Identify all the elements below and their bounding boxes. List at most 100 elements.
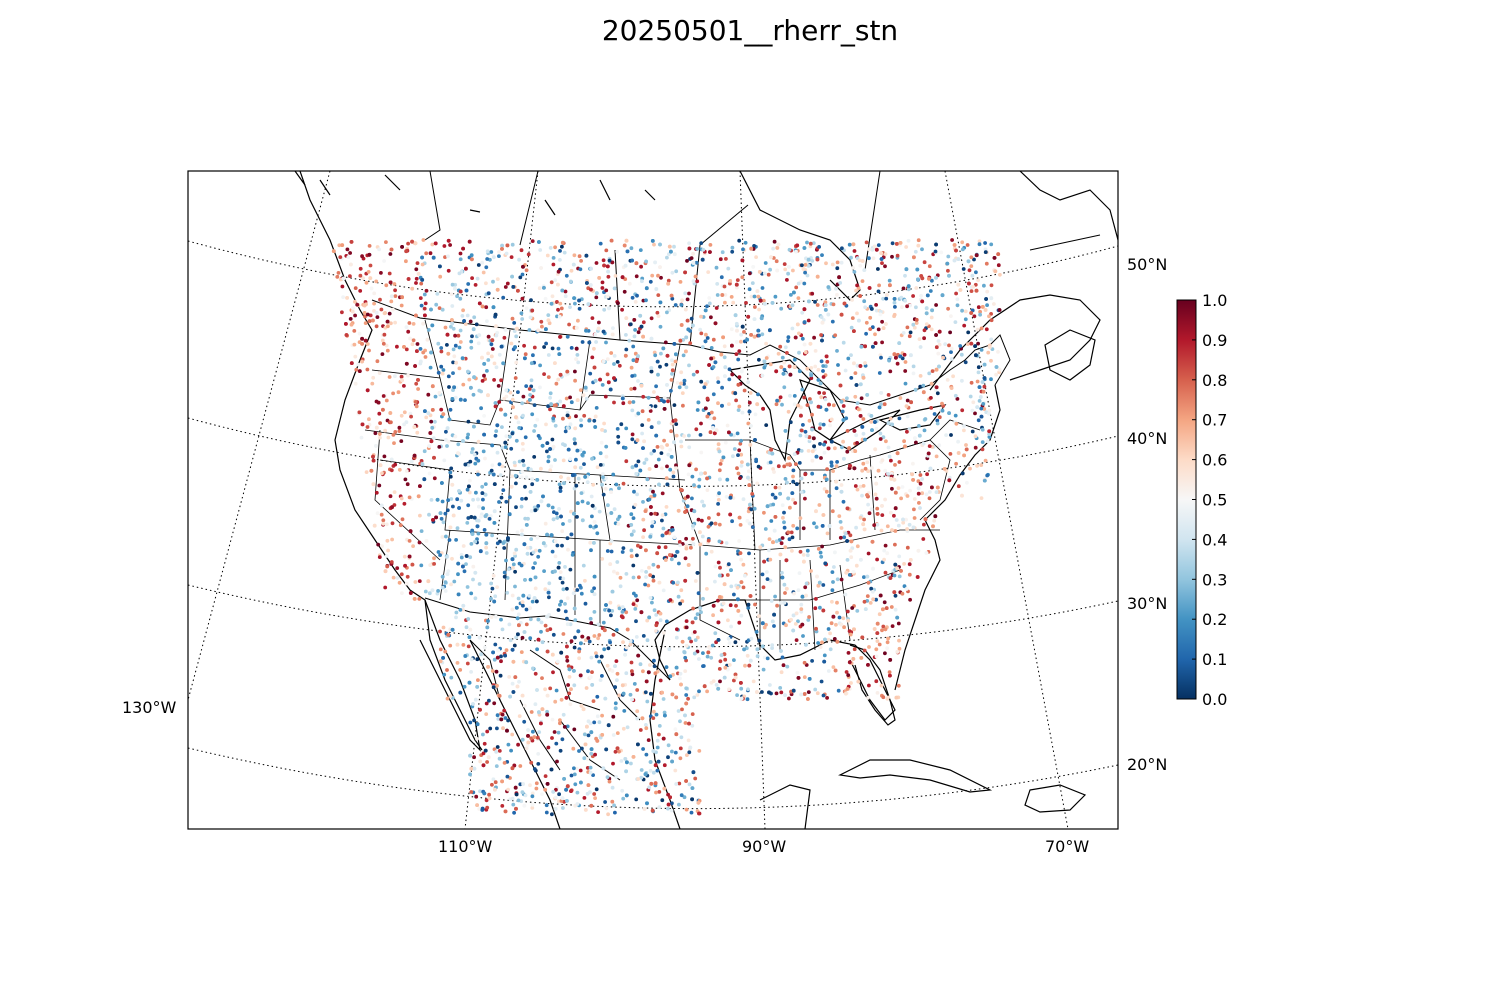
station-point [726, 266, 731, 271]
station-point [605, 549, 610, 553]
station-point [508, 390, 513, 395]
station-point [572, 683, 577, 688]
station-point [809, 400, 813, 405]
station-point [751, 265, 756, 269]
station-point [730, 519, 734, 524]
station-point [863, 607, 868, 611]
station-point [774, 259, 779, 264]
station-point [503, 440, 508, 445]
station-point [932, 412, 937, 416]
station-point [871, 256, 876, 261]
station-point [949, 386, 954, 390]
station-point [620, 683, 625, 688]
station-point [624, 333, 628, 337]
station-point [863, 361, 867, 365]
station-point [634, 359, 639, 364]
station-point [799, 428, 804, 433]
station-point [644, 723, 648, 727]
station-point [893, 593, 898, 598]
station-point [596, 636, 600, 641]
station-point [731, 454, 735, 459]
station-point [553, 699, 558, 704]
station-point [892, 573, 897, 578]
station-point [379, 271, 383, 275]
station-point [822, 653, 827, 658]
station-point [855, 441, 859, 445]
station-point [791, 268, 795, 273]
station-point [621, 640, 625, 644]
station-point [961, 267, 966, 271]
station-point [486, 334, 491, 339]
station-point [814, 525, 819, 529]
station-point [508, 495, 512, 500]
station-point [858, 484, 863, 489]
station-point [542, 285, 546, 290]
station-point [824, 477, 829, 482]
station-point [705, 304, 709, 309]
station-point [415, 342, 420, 346]
station-point [718, 679, 722, 684]
station-point [841, 439, 845, 444]
station-point [670, 528, 675, 532]
station-point [950, 238, 954, 242]
station-point [519, 504, 524, 509]
station-point [565, 410, 570, 415]
graticule [188, 171, 1118, 829]
station-point [577, 306, 582, 311]
station-point [811, 436, 816, 441]
station-point [457, 271, 462, 276]
station-point [785, 351, 789, 355]
station-point [973, 411, 977, 416]
station-point [527, 387, 532, 391]
station-point [574, 325, 579, 330]
station-point [418, 484, 422, 488]
station-point [830, 319, 835, 324]
station-point [812, 444, 816, 449]
station-point [791, 688, 796, 693]
station-point [600, 713, 604, 718]
station-point [881, 326, 886, 330]
station-point [522, 343, 526, 348]
station-point [760, 690, 764, 694]
station-point [960, 240, 965, 245]
station-point [514, 481, 518, 486]
station-point [543, 774, 548, 778]
station-point [823, 303, 828, 307]
station-point [678, 719, 682, 724]
station-point [786, 530, 791, 535]
station-point [589, 494, 594, 499]
station-point [979, 463, 984, 467]
station-point [674, 665, 679, 670]
station-point [858, 294, 862, 298]
station-point [621, 546, 626, 550]
station-point [517, 257, 521, 262]
station-point [456, 592, 461, 597]
station-point [400, 295, 404, 300]
station-point [741, 497, 746, 502]
station-point [737, 349, 742, 353]
station-point [730, 343, 734, 348]
station-point [470, 334, 474, 339]
station-point [606, 380, 611, 385]
station-point [866, 502, 870, 507]
station-point [725, 423, 730, 428]
station-point [660, 491, 665, 496]
station-point [495, 541, 500, 546]
station-point [514, 360, 519, 365]
station-point [638, 728, 643, 732]
station-point [779, 601, 783, 605]
station-point [594, 787, 599, 792]
station-point [829, 460, 834, 465]
station-point [746, 475, 750, 480]
station-point [590, 670, 594, 674]
station-point [856, 679, 861, 684]
station-point [524, 475, 529, 480]
station-point [918, 374, 923, 378]
station-point [869, 586, 874, 591]
station-point [452, 385, 456, 390]
station-point [440, 585, 445, 590]
station-point [652, 702, 656, 707]
station-point [567, 675, 572, 679]
station-point [921, 441, 926, 446]
station-point [896, 621, 901, 626]
